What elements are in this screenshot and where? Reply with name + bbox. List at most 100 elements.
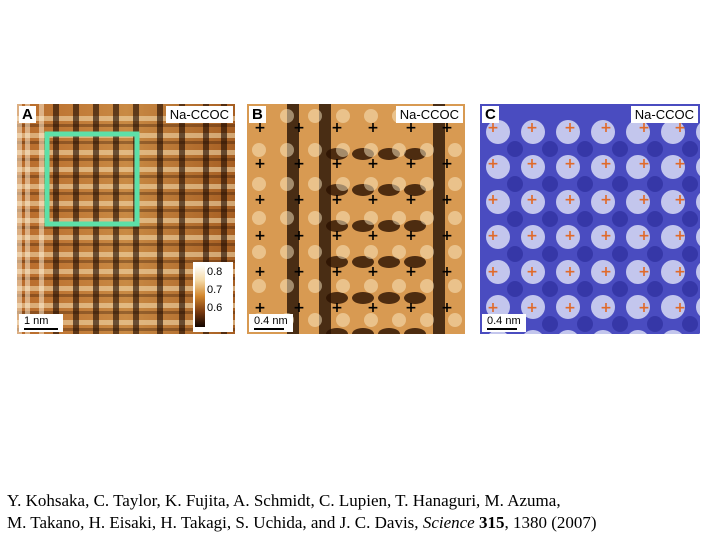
bright-spot (486, 295, 510, 319)
plus-marker: + (331, 300, 343, 316)
plus-marker: + (367, 228, 379, 244)
citation-volume: 315 (478, 513, 505, 532)
stripe-dark (17, 175, 235, 178)
column-dark (433, 104, 445, 334)
plus-marker: + (254, 156, 266, 172)
bright-spot (280, 177, 294, 191)
bright-spot (626, 225, 650, 249)
dark-blob (378, 256, 400, 268)
plus-marker: + (674, 120, 686, 136)
panel-a-tag: Na-CCOC (165, 106, 233, 123)
bright-spot (486, 155, 510, 179)
bright-spot (308, 177, 322, 191)
plus-marker: + (674, 264, 686, 280)
scale-bar-label: 0.4 nm (254, 315, 288, 327)
plus-marker: + (674, 300, 686, 316)
stripe-bright (17, 150, 235, 155)
plus-marker: + (293, 120, 305, 136)
colorbar-tick: 0.6 (207, 302, 223, 314)
bright-spot (364, 245, 378, 259)
scale-bar-line (254, 328, 284, 330)
bright-spot (336, 177, 350, 191)
bright-spot (591, 260, 615, 284)
bright-spot (696, 193, 700, 211)
stripe-dark (17, 209, 235, 212)
bright-spot (626, 190, 650, 214)
bright-spot (252, 177, 266, 191)
bright-spot (626, 295, 650, 319)
bright-spot (556, 120, 580, 144)
plus-marker: + (564, 120, 576, 136)
plus-marker: + (638, 300, 650, 316)
citation-journal: Science (422, 513, 475, 532)
plus-marker: + (487, 192, 499, 208)
column-dark (157, 104, 163, 334)
plus-marker: + (254, 192, 266, 208)
stripe-bright (17, 218, 235, 223)
dark-spot (542, 281, 558, 297)
bright-spot (252, 279, 266, 293)
plus-marker: + (367, 156, 379, 172)
colorbar-tick: 0.7 (207, 284, 223, 296)
scale-bar-c: 0.4 nm (482, 314, 526, 332)
panel-c: + + + + + + + + + + + + + + + + + + + + + + + + + + + + + + + + + + + + C N… (480, 104, 700, 334)
panel-c-image: + + + + + + + + + + + + + + + + + + + + + + + + + + + + + + + + + + + + (480, 104, 700, 334)
dark-spot (542, 316, 558, 332)
citation-authors: M. Takano, H. Eisaki, H. Takagi, S. Uchi… (7, 513, 423, 532)
stripe-dark (17, 277, 235, 280)
plus-marker: + (487, 264, 499, 280)
bright-spot (308, 279, 322, 293)
dark-spot (647, 281, 663, 297)
bright-spot (392, 143, 406, 157)
plus-marker: + (331, 120, 343, 136)
bright-spot (392, 313, 406, 327)
dark-spot (507, 281, 523, 297)
plus-marker: + (526, 300, 538, 316)
plus-marker: + (674, 228, 686, 244)
citation: Y. Kohsaka, C. Taylor, K. Fujita, A. Sch… (7, 490, 597, 534)
column-bright (17, 104, 22, 334)
panel-a-label: A (19, 106, 36, 123)
plus-marker: + (405, 264, 417, 280)
bright-spot (392, 211, 406, 225)
bright-spot (486, 260, 510, 284)
bright-spot (448, 177, 462, 191)
bright-spot (420, 177, 434, 191)
plus-marker: + (293, 228, 305, 244)
plus-marker: + (405, 156, 417, 172)
dark-spot (647, 211, 663, 227)
bright-spot (556, 295, 580, 319)
bright-spot (252, 143, 266, 157)
bright-spot (308, 245, 322, 259)
bright-spot (252, 211, 266, 225)
dark-spot (612, 281, 628, 297)
column-dark (93, 104, 99, 334)
stripe-bright (17, 116, 235, 121)
dark-spot (647, 176, 663, 192)
stripe-dark (17, 141, 235, 144)
bright-spot (524, 330, 542, 334)
dark-blob (378, 292, 400, 304)
plus-marker: + (638, 228, 650, 244)
bright-spot (696, 228, 700, 246)
plus-marker: + (405, 192, 417, 208)
stripe-dark (17, 328, 235, 331)
plus-marker: + (600, 264, 612, 280)
bright-spot (336, 109, 350, 123)
bright-spot (696, 123, 700, 141)
plus-marker: + (564, 300, 576, 316)
stripe-bright (17, 303, 235, 308)
dark-spot (682, 176, 698, 192)
dark-spot (542, 176, 558, 192)
bright-spot (364, 211, 378, 225)
dark-spot (682, 281, 698, 297)
dark-spot (507, 246, 523, 262)
bright-spot (280, 279, 294, 293)
plus-marker: + (638, 156, 650, 172)
plus-marker: + (674, 192, 686, 208)
dark-spot (507, 211, 523, 227)
bright-spot (591, 155, 615, 179)
bright-spot (521, 295, 545, 319)
dark-spot (577, 246, 593, 262)
bright-spot (626, 155, 650, 179)
